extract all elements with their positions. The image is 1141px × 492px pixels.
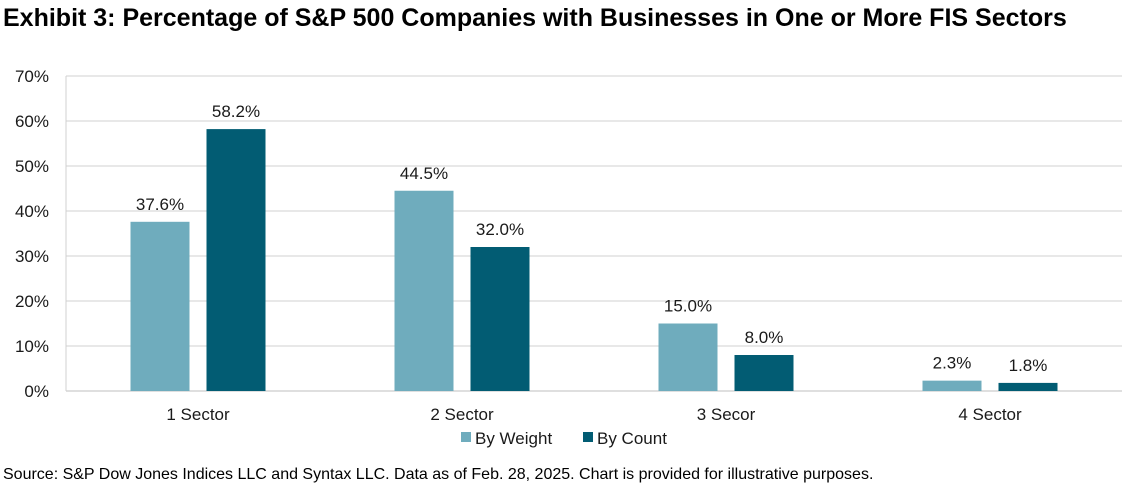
legend-swatch bbox=[461, 432, 471, 442]
bar bbox=[922, 380, 982, 391]
data-label: 15.0% bbox=[664, 297, 712, 316]
data-label: 1.8% bbox=[1009, 356, 1048, 375]
x-tick-label: 2 Sector bbox=[430, 405, 494, 424]
data-label: 58.2% bbox=[212, 102, 260, 121]
bar bbox=[206, 129, 266, 391]
source-note: Source: S&P Dow Jones Indices LLC and Sy… bbox=[3, 466, 874, 483]
x-tick-label: 3 Secor bbox=[697, 405, 756, 424]
bars bbox=[130, 129, 1058, 391]
y-tick-label: 40% bbox=[15, 202, 49, 221]
data-label: 37.6% bbox=[136, 195, 184, 214]
y-tick-label: 50% bbox=[15, 157, 49, 176]
y-tick-label: 10% bbox=[15, 337, 49, 356]
data-label: 32.0% bbox=[476, 220, 524, 239]
bar bbox=[394, 190, 454, 391]
y-tick-label: 0% bbox=[24, 382, 49, 401]
x-tick-label: 1 Sector bbox=[166, 405, 230, 424]
bar bbox=[998, 382, 1058, 391]
x-axis-categories: 1 Sector 2 Sector 3 Secor 4 Sector bbox=[166, 405, 1022, 424]
data-label: 8.0% bbox=[745, 328, 784, 347]
legend: By Weight By Count bbox=[461, 429, 667, 448]
y-tick-label: 20% bbox=[15, 292, 49, 311]
legend-label: By Weight bbox=[475, 429, 552, 448]
legend-swatch bbox=[583, 432, 593, 442]
bar bbox=[130, 221, 190, 391]
data-label: 2.3% bbox=[933, 354, 972, 373]
bar bbox=[734, 355, 794, 391]
y-tick-label: 30% bbox=[15, 247, 49, 266]
x-tick-label: 4 Sector bbox=[958, 405, 1022, 424]
bar bbox=[470, 247, 530, 391]
y-axis-ticks: 0% 10% 20% 30% 40% 50% 60% 70% bbox=[15, 67, 49, 401]
data-labels: 37.6% 58.2% 44.5% 32.0% 15.0% 8.0% 2.3% 1.8% bbox=[136, 102, 1047, 375]
y-tick-label: 60% bbox=[15, 112, 49, 131]
bar bbox=[658, 323, 718, 391]
y-tick-label: 70% bbox=[15, 67, 49, 86]
chart-title: Exhibit 3: Percentage of S&P 500 Compani… bbox=[3, 4, 1067, 32]
legend-label: By Count bbox=[597, 429, 667, 448]
data-label: 44.5% bbox=[400, 164, 448, 183]
